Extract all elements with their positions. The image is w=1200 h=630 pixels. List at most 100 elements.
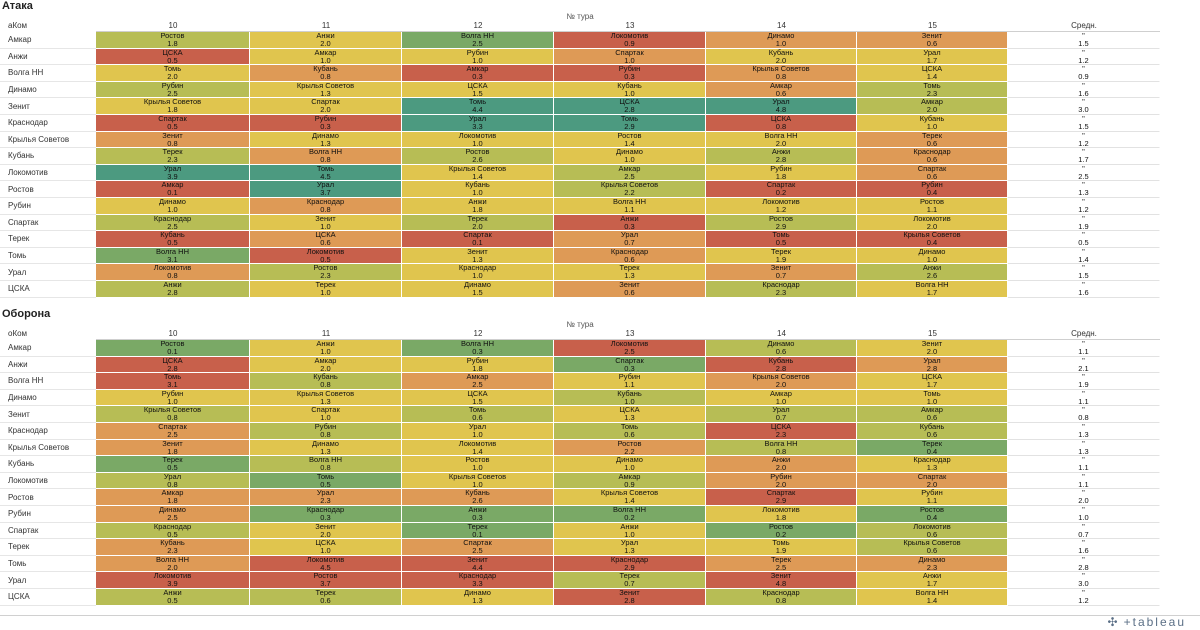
heatmap-cell[interactable]: Волга НН 0.8 (706, 439, 857, 457)
heatmap-cell[interactable]: Терек 0.7 (554, 572, 706, 589)
heatmap-cell[interactable]: Томь 0.5 (250, 472, 402, 490)
heatmap-cell[interactable]: Спартак 0.6 (857, 164, 1008, 182)
heatmap-cell[interactable]: Терек 2.3 (96, 148, 250, 165)
heatmap-cell[interactable]: Анжи 2.8 (96, 281, 250, 298)
heatmap-cell[interactable]: Волга НН 3.1 (96, 247, 250, 265)
heatmap-cell[interactable]: Амкар 2.0 (857, 98, 1008, 115)
heatmap-cell[interactable]: Терек 0.4 (857, 439, 1008, 457)
heatmap-cell[interactable]: Зенит 0.7 (706, 264, 857, 281)
average-cell[interactable]: " 2.0 (1008, 489, 1160, 506)
heatmap-cell[interactable]: Зенит 0.6 (857, 32, 1008, 49)
heatmap-cell[interactable]: Динамо 1.0 (554, 148, 706, 165)
heatmap-cell[interactable]: Краснодар 0.3 (250, 506, 402, 523)
heatmap-cell[interactable]: Ростов 1.4 (554, 131, 706, 149)
heatmap-cell[interactable]: Кубань 0.8 (250, 65, 402, 82)
average-cell[interactable]: " 1.9 (1008, 373, 1160, 390)
heatmap-cell[interactable]: Динамо 1.0 (554, 456, 706, 473)
heatmap-cell[interactable]: Краснодар 0.6 (857, 148, 1008, 165)
heatmap-cell[interactable]: Спартак 2.5 (96, 423, 250, 440)
heatmap-cell[interactable]: Анжи 1.0 (250, 340, 402, 357)
tableau-logo[interactable]: ✣ +tableau (1108, 615, 1186, 629)
heatmap-cell[interactable]: Зенит 1.8 (96, 439, 250, 457)
heatmap-cell[interactable]: Анжи 0.3 (402, 506, 554, 523)
heatmap-cell[interactable]: Рубин 1.8 (706, 164, 857, 182)
heatmap-cell[interactable]: Кубань 0.6 (857, 423, 1008, 440)
heatmap-cell[interactable]: Томь 1.9 (706, 539, 857, 556)
heatmap-cell[interactable]: ЦСКА 2.3 (706, 423, 857, 440)
heatmap-cell[interactable]: Анжи 1.0 (554, 522, 706, 540)
average-cell[interactable]: " 1.0 (1008, 506, 1160, 523)
heatmap-cell[interactable]: Урал 1.7 (857, 48, 1008, 66)
average-cell[interactable]: " 3.0 (1008, 572, 1160, 589)
heatmap-cell[interactable]: Амкар 2.5 (402, 373, 554, 390)
heatmap-cell[interactable]: Зенит 2.8 (554, 589, 706, 606)
heatmap-cell[interactable]: Локомотив 0.8 (96, 264, 250, 281)
heatmap-cell[interactable]: ЦСКА 0.6 (250, 231, 402, 248)
heatmap-cell[interactable]: Рубин 1.0 (96, 389, 250, 407)
heatmap-cell[interactable]: Рубин 1.8 (402, 356, 554, 374)
heatmap-cell[interactable]: Урал 1.3 (554, 539, 706, 556)
heatmap-cell[interactable]: Крылья Советов 0.4 (857, 231, 1008, 248)
heatmap-cell[interactable]: Динамо 1.0 (857, 247, 1008, 265)
heatmap-cell[interactable]: Спартак 1.0 (250, 406, 402, 423)
heatmap-cell[interactable]: Краснодар 1.3 (857, 456, 1008, 473)
heatmap-cell[interactable]: Кубань 2.6 (402, 489, 554, 506)
heatmap-cell[interactable]: Крылья Советов 0.6 (857, 539, 1008, 556)
heatmap-cell[interactable]: Волга НН 1.1 (554, 198, 706, 215)
average-cell[interactable]: " 3.0 (1008, 98, 1160, 115)
heatmap-cell[interactable]: Анжи 0.5 (96, 589, 250, 606)
heatmap-cell[interactable]: Локомотив 0.9 (554, 32, 706, 49)
heatmap-cell[interactable]: Крылья Советов 0.8 (96, 406, 250, 423)
heatmap-cell[interactable]: Урал 3.7 (250, 181, 402, 198)
average-cell[interactable]: " 1.5 (1008, 264, 1160, 281)
average-cell[interactable]: " 1.5 (1008, 115, 1160, 132)
heatmap-cell[interactable]: Краснодар 0.6 (554, 247, 706, 265)
heatmap-cell[interactable]: Томь 4.5 (250, 164, 402, 182)
heatmap-cell[interactable]: Ростов 2.9 (706, 214, 857, 232)
heatmap-cell[interactable]: Крылья Советов 1.3 (250, 389, 402, 407)
heatmap-cell[interactable]: Краснодар 2.5 (96, 214, 250, 232)
heatmap-cell[interactable]: Урал 0.8 (96, 472, 250, 490)
heatmap-cell[interactable]: Крылья Советов 1.3 (250, 81, 402, 99)
heatmap-cell[interactable]: Урал 3.9 (96, 164, 250, 182)
heatmap-cell[interactable]: Зенит 1.0 (250, 214, 402, 232)
heatmap-cell[interactable]: Волга НН 1.4 (857, 589, 1008, 606)
heatmap-cell[interactable]: Краснодар 0.5 (96, 522, 250, 540)
heatmap-cell[interactable]: Амкар 0.6 (857, 406, 1008, 423)
heatmap-cell[interactable]: ЦСКА 2.8 (96, 356, 250, 374)
heatmap-cell[interactable]: Крылья Советов 1.4 (554, 489, 706, 506)
heatmap-cell[interactable]: Волга НН 2.0 (706, 131, 857, 149)
heatmap-cell[interactable]: Ростов 2.6 (402, 148, 554, 165)
average-cell[interactable]: " 1.1 (1008, 472, 1160, 490)
average-cell[interactable]: " 1.6 (1008, 81, 1160, 99)
heatmap-cell[interactable]: Динамо 1.0 (706, 32, 857, 49)
average-cell[interactable]: " 1.6 (1008, 281, 1160, 298)
heatmap-cell[interactable]: Локомотив 1.4 (402, 439, 554, 457)
heatmap-cell[interactable]: Краснодар 2.3 (706, 281, 857, 298)
heatmap-cell[interactable]: Локомотив 4.5 (250, 555, 402, 573)
heatmap-cell[interactable]: Волга НН 2.0 (96, 555, 250, 573)
heatmap-cell[interactable]: Терек 1.3 (554, 264, 706, 281)
heatmap-cell[interactable]: Томь 0.6 (554, 423, 706, 440)
heatmap-cell[interactable]: Ростов 1.1 (857, 198, 1008, 215)
average-cell[interactable]: " 1.1 (1008, 340, 1160, 357)
average-cell[interactable]: " 1.9 (1008, 214, 1160, 232)
average-cell[interactable]: " 1.1 (1008, 456, 1160, 473)
heatmap-cell[interactable]: Крылья Советов 1.4 (402, 164, 554, 182)
heatmap-cell[interactable]: Томь 1.0 (857, 389, 1008, 407)
heatmap-cell[interactable]: Волга НН 2.5 (402, 32, 554, 49)
heatmap-cell[interactable]: Зенит 4.8 (706, 572, 857, 589)
heatmap-cell[interactable]: Спартак 1.0 (554, 48, 706, 66)
heatmap-cell[interactable]: Волга НН 0.2 (554, 506, 706, 523)
heatmap-cell[interactable]: Рубин 1.1 (554, 373, 706, 390)
heatmap-cell[interactable]: Кубань 1.0 (402, 181, 554, 198)
heatmap-cell[interactable]: Локомотив 1.2 (706, 198, 857, 215)
heatmap-cell[interactable]: Томь 3.1 (96, 373, 250, 390)
heatmap-cell[interactable]: Томь 2.0 (96, 65, 250, 82)
heatmap-cell[interactable]: Краснодар 0.8 (706, 589, 857, 606)
heatmap-cell[interactable]: Динамо 2.3 (857, 555, 1008, 573)
average-cell[interactable]: " 0.7 (1008, 522, 1160, 540)
average-cell[interactable]: " 1.4 (1008, 247, 1160, 265)
heatmap-cell[interactable]: Динамо 1.3 (250, 439, 402, 457)
heatmap-cell[interactable]: Динамо 2.5 (96, 506, 250, 523)
